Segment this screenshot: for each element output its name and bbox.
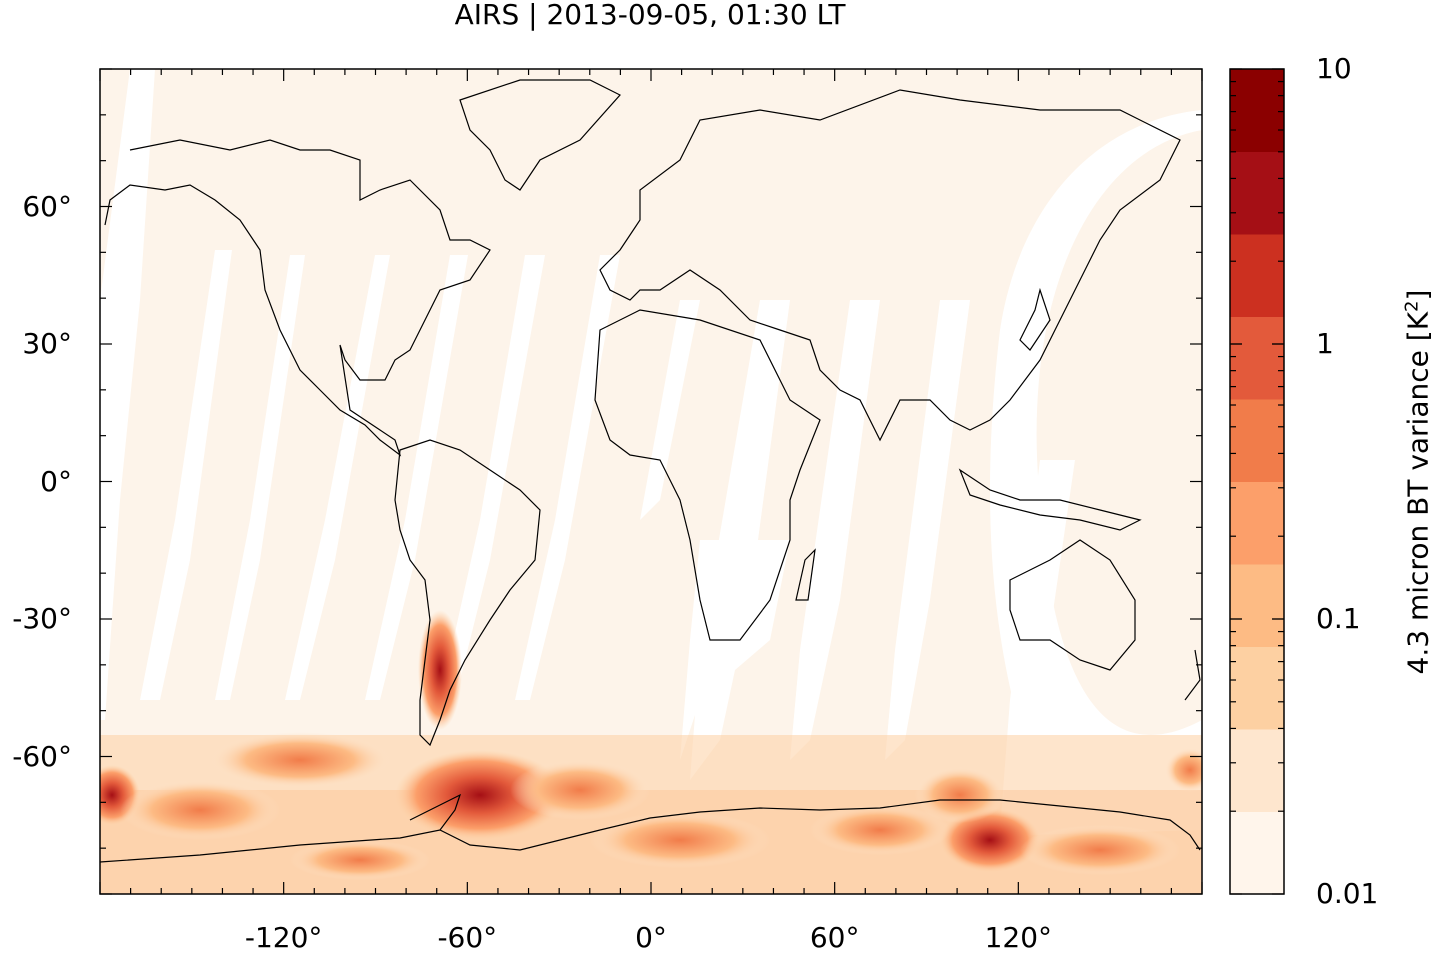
colorbar-segment	[1230, 234, 1284, 317]
colorbar-segment	[1230, 564, 1284, 647]
lat-tick-label: 30°	[22, 327, 72, 360]
colorbar-segment	[1230, 811, 1284, 895]
colorbar-tick-label: 0.01	[1316, 877, 1379, 910]
madagascar-coast	[795, 548, 816, 601]
south-america-coast	[394, 439, 541, 747]
antarctica-coast	[100, 799, 1201, 863]
new-zealand-coast	[1184, 649, 1201, 701]
variance-field	[100, 69, 1202, 894]
lon-tick-label: 120°	[984, 921, 1053, 954]
lat-tick-label: 60°	[22, 189, 72, 223]
eurasia-coast	[599, 89, 1181, 442]
colorbar	[1229, 68, 1285, 895]
colorbar-segment	[1230, 316, 1284, 400]
lon-tick-label: -120°	[244, 921, 323, 954]
colorbar-segment	[1230, 151, 1284, 235]
colorbar-segment	[1230, 69, 1284, 152]
lon-tick-label: -60°	[437, 921, 498, 954]
map-title: AIRS | 2013-09-05, 01:30 LT	[454, 0, 846, 31]
greenland-coast	[459, 79, 621, 191]
colorbar-segment	[1230, 646, 1284, 730]
colorbar-ticks	[1230, 68, 1284, 895]
indonesia-coast	[958, 468, 1142, 531]
antarctic-peninsula-coast	[409, 793, 462, 831]
colorbar-title: 4.3 micron BT variance [K2]	[1401, 290, 1434, 675]
colorbar-segment	[1230, 399, 1284, 482]
lon-tick-label: 60°	[809, 921, 860, 954]
colorbar-segment	[1230, 729, 1284, 812]
swath-gaps	[100, 69, 1202, 835]
lon-tick-label: 0°	[635, 921, 667, 954]
australia-coast	[1009, 539, 1136, 671]
colorbar-segment	[1230, 481, 1284, 565]
colorbar-tick-label: 10	[1316, 52, 1352, 85]
colorbar-tick-label: 1	[1316, 327, 1334, 360]
africa-coast	[594, 309, 821, 641]
colorbar-frame	[1229, 68, 1285, 895]
lat-tick-label: -60°	[12, 739, 72, 773]
coastlines	[100, 79, 1201, 863]
map-ticks	[99, 68, 1203, 895]
lat-tick-label: 0°	[40, 464, 72, 498]
japan-coast	[1019, 287, 1051, 351]
lat-tick-label: -30°	[12, 602, 72, 635]
colorbar-tick-label: 0.1	[1316, 602, 1361, 635]
colorbar-title-superscript: 2	[1401, 300, 1423, 312]
colorbar-title-close: ]	[1401, 289, 1435, 301]
north-america-coast	[104, 139, 491, 457]
southern-band	[100, 610, 1202, 894]
colorbar-title-text: 4.3 micron BT variance [K	[1401, 311, 1435, 675]
